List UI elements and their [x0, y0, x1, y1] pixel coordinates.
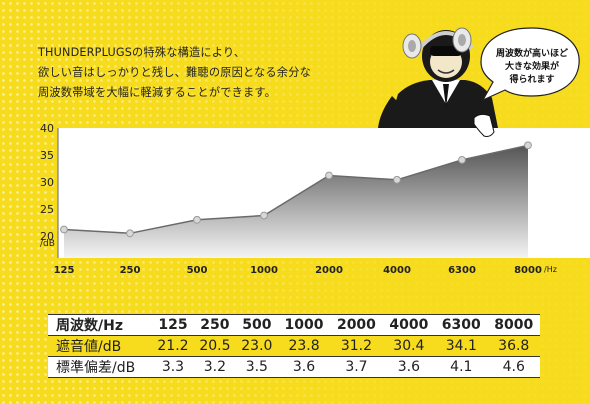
x-tick-label: 125: [54, 265, 75, 276]
table-cell: 4.6: [487, 356, 540, 378]
table-cell: 3.6: [277, 356, 331, 378]
table-header-cell: 2000: [330, 314, 383, 336]
data-point: [458, 156, 466, 164]
table-cell: 3.7: [330, 356, 383, 378]
table-cell: 34.1: [435, 335, 488, 357]
table-row-label: 標準偏差/dB: [48, 356, 152, 378]
table-row-label: 遮音値/dB: [48, 335, 152, 357]
table-cell: 4.1: [435, 356, 488, 378]
x-axis-unit: /Hz: [544, 265, 557, 274]
data-point: [325, 171, 333, 180]
bubble-line-3: 得られます: [509, 75, 555, 85]
speech-bubble: 周波数が高いほど 大きな効果が 得られます: [475, 24, 585, 108]
y-axis-unit: /dB: [40, 239, 55, 249]
table-header-row: 周波数/Hz 125 250 500 1000 2000 4000 6300 8…: [48, 314, 540, 336]
table-header-cell: 4000: [382, 314, 436, 336]
table-header-cell: 1000: [277, 314, 331, 336]
data-point: [260, 211, 268, 220]
attenuation-table: 周波数/Hz 125 250 500 1000 2000 4000 6300 8…: [48, 314, 540, 378]
y-tick-label: 30: [40, 176, 54, 189]
table-header-cell: 250: [193, 314, 236, 336]
table-cell: 3.2: [193, 356, 236, 378]
series-line: [63, 144, 529, 235]
x-tick-label: 8000: [514, 265, 542, 276]
data-point: [393, 175, 401, 184]
table-header-cell: 500: [235, 314, 278, 336]
intro-text-line-3: 周波数帯域を大幅に軽減することができます。: [38, 86, 277, 99]
bubble-line-1: 周波数が高いほど: [495, 49, 568, 59]
table-header-cell: 125: [152, 314, 194, 336]
table-row: 遮音値/dB 21.2 20.5 23.0 23.8 31.2 30.4 34.…: [48, 335, 540, 357]
area-fill: [64, 145, 528, 258]
table-cell: 30.4: [382, 335, 436, 357]
x-tick-label: 4000: [383, 265, 411, 276]
intro-text-line-2: 欲しい音はしっかりと残し、難聴の原因となる余分な: [38, 66, 311, 79]
table-cell: 20.5: [193, 335, 236, 357]
intro-text-line-1: THUNDERPLUGSの特殊な構造により、: [38, 46, 246, 59]
y-tick-label: 35: [40, 149, 54, 162]
y-tick-label: 25: [40, 203, 54, 216]
monkey-in-suit-with-headphones-illustration: [378, 27, 498, 137]
data-point: [126, 229, 134, 238]
x-tick-label: 500: [187, 265, 208, 276]
x-tick-label: 2000: [315, 265, 343, 276]
table-header-cell: 8000: [487, 314, 540, 336]
y-tick-label: 40: [40, 122, 54, 135]
data-point: [524, 141, 532, 150]
table-cell: 36.8: [487, 335, 540, 357]
bubble-line-2: 大きな効果が: [504, 62, 559, 72]
table-row: 標準偏差/dB 3.3 3.2 3.5 3.6 3.7 3.6 4.1 4.6: [48, 356, 540, 378]
x-tick-label: 6300: [448, 265, 476, 276]
table-cell: 31.2: [330, 335, 383, 357]
table-header-label: 周波数/Hz: [48, 314, 152, 336]
x-tick-label: 250: [120, 265, 141, 276]
x-tick-label: 1000: [250, 265, 278, 276]
table-cell: 3.3: [152, 356, 194, 378]
table-header-cell: 6300: [435, 314, 488, 336]
table-cell: 3.5: [235, 356, 278, 378]
data-point: [60, 225, 68, 234]
table-cell: 3.6: [382, 356, 436, 378]
table-cell: 23.0: [235, 335, 278, 357]
table-cell: 21.2: [152, 335, 194, 357]
data-point: [193, 215, 201, 224]
y-tick-label: 20: [40, 230, 54, 243]
table-cell: 23.8: [277, 335, 331, 357]
